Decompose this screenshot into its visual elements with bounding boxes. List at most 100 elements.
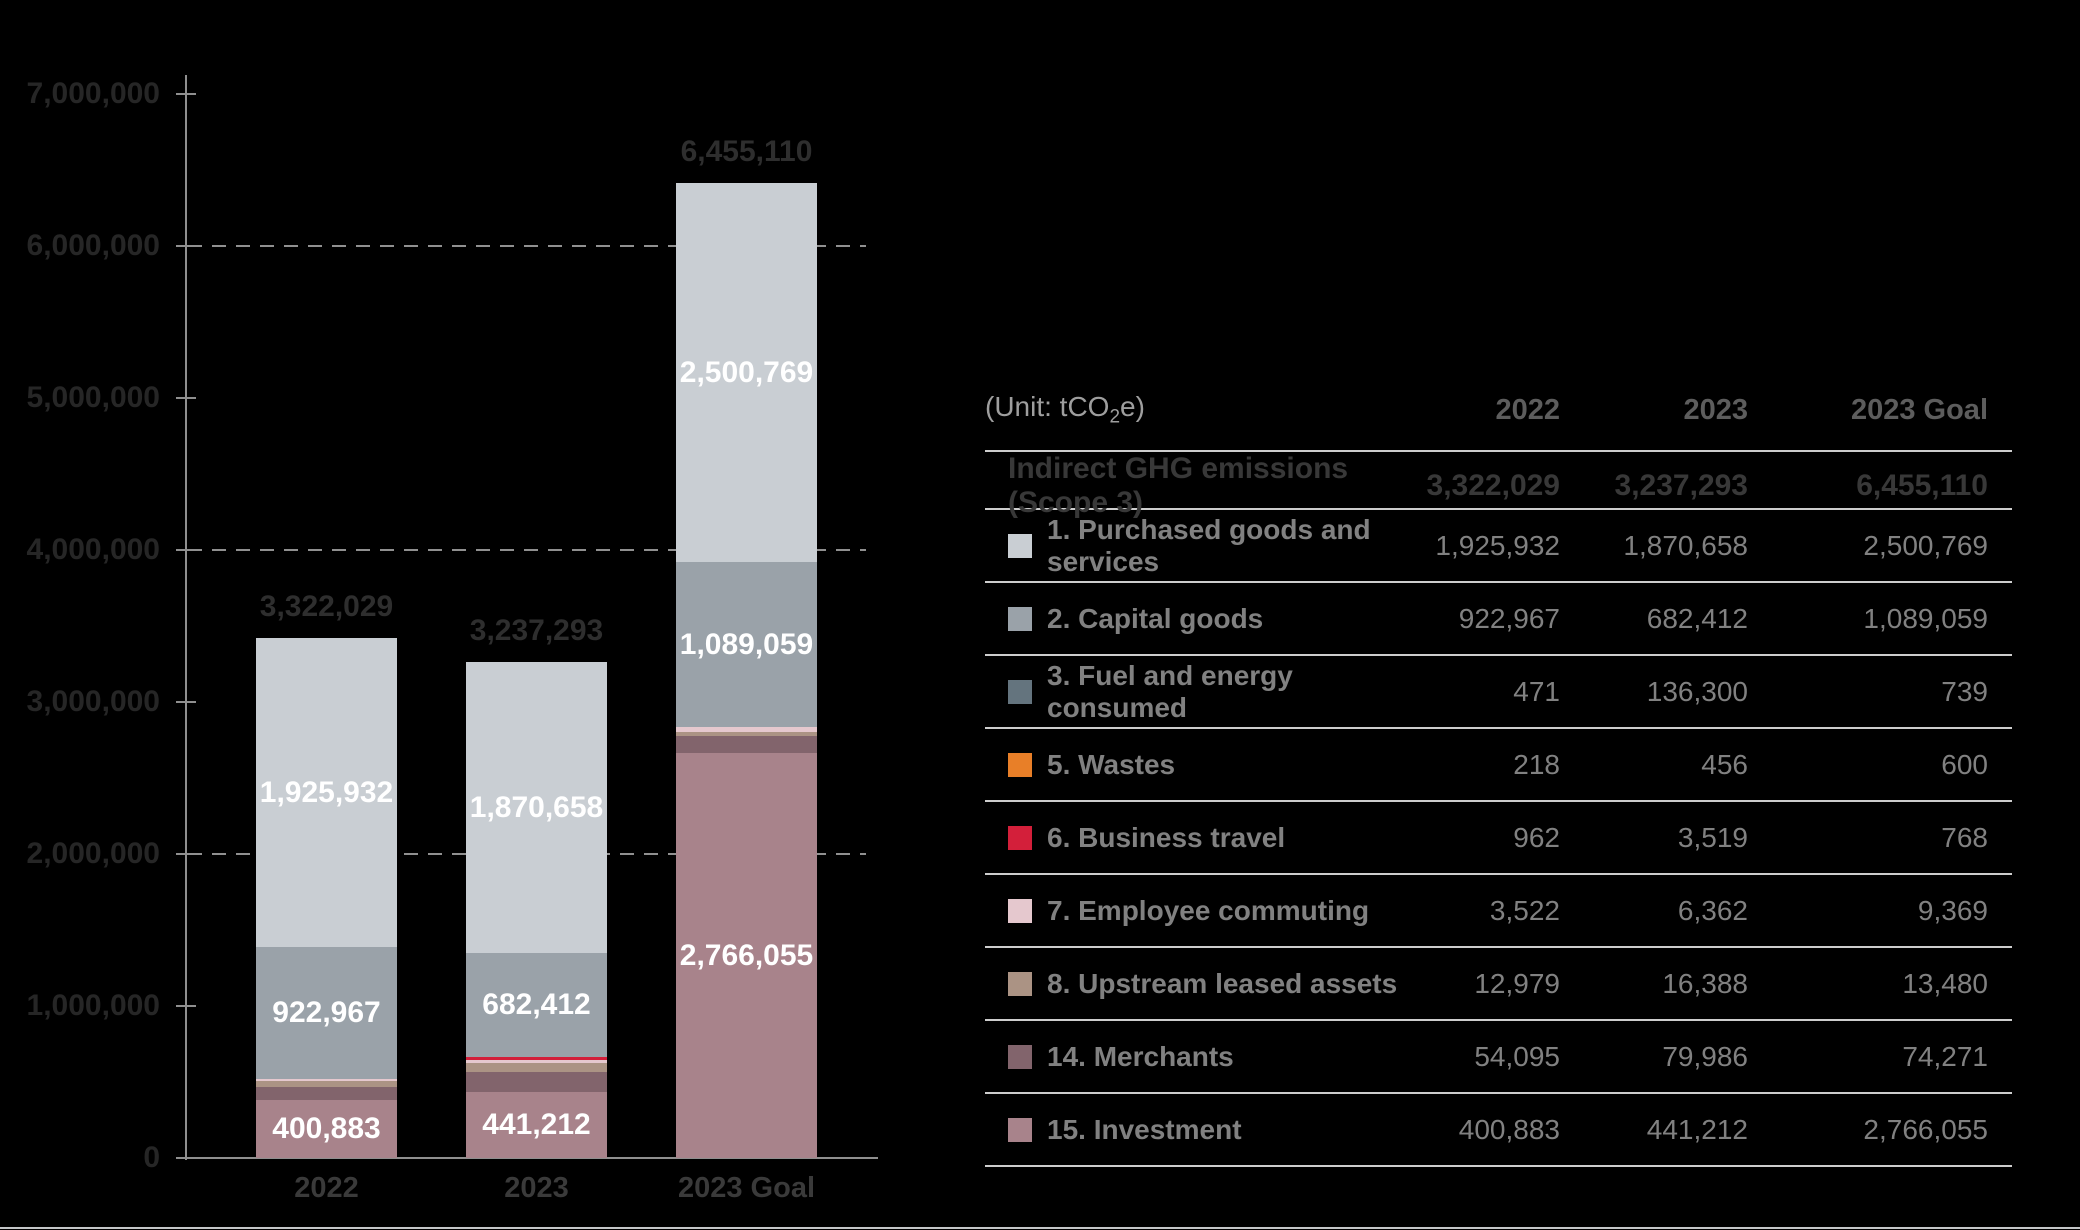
unit-label: (Unit: tCO2e) (985, 391, 1412, 429)
total-row-label: Indirect GHG emissions (Scope 3) (1008, 452, 1349, 519)
category-value-2023: 6,362 (1677, 894, 1748, 926)
column-header-2022: 2022 (1495, 393, 1560, 426)
table-row-investment: 15. Investment 400,883 441,212 2,766,055 (985, 1094, 2012, 1165)
legend-swatch-investment (1008, 1117, 1032, 1142)
dashed-gridline (188, 549, 866, 551)
category-value-2023 Goal: 2,500,769 (1863, 529, 1988, 561)
table-divider (985, 946, 2012, 948)
category-label: 5. Wastes (1047, 748, 1176, 780)
legend-swatch-upstream (1008, 971, 1032, 996)
category-value-2022: 922,967 (1458, 602, 1560, 634)
category-value-2023 Goal: 1,089,059 (1863, 602, 1988, 634)
emissions-table: (Unit: tCO2e) 2022 2023 2023 Goal Indire… (985, 370, 2012, 1167)
column-header-2023-goal: 2023 Goal (1850, 393, 1988, 426)
category-label: 15. Investment (1047, 1113, 1242, 1145)
table-total-row: Indirect GHG emissions (Scope 3) 3,322,0… (985, 452, 2012, 519)
table-row-wastes: 5. Wastes 218 456 600 (985, 729, 2012, 800)
table-divider (985, 1019, 2012, 1021)
table-category-rows: 1. Purchased goods and services 1,925,932… (985, 510, 2012, 1167)
category-value-2022: 962 (1513, 821, 1560, 853)
table-row-business_travel: 6. Business travel 962 3,519 768 (985, 802, 2012, 873)
category-label-cell: 5. Wastes (985, 749, 1412, 781)
unit-label-subscript: 2 (1109, 406, 1121, 428)
bar-segment-capital (676, 562, 817, 727)
bar-segment-business_travel (466, 1057, 607, 1060)
category-value-2023 Goal: 74,271 (1902, 1040, 1988, 1072)
category-label: 3. Fuel and energy consumed (1047, 659, 1293, 723)
category-label-cell: 14. Merchants (985, 1041, 1412, 1073)
category-value-2023 Goal: 600 (1941, 748, 1988, 780)
category-label: 6. Business travel (1047, 821, 1286, 853)
total-value-2022: 3,322,029 (1426, 469, 1560, 502)
category-value-2023 Goal: 2,766,055 (1863, 1113, 1988, 1145)
bar-segment-merchants (256, 1087, 397, 1100)
bar-segment-investment (466, 1092, 607, 1158)
table-row-purchased: 1. Purchased goods and services 1,925,932… (985, 510, 2012, 581)
table-divider (985, 654, 2012, 656)
bar-segment-capital (466, 953, 607, 1057)
dashed-gridline (188, 245, 866, 247)
table-row-upstream: 8. Upstream leased assets 12,979 16,388 13,… (985, 948, 2012, 1019)
bar-segment-investment (676, 753, 817, 1158)
bar-segment-commuting (466, 1060, 607, 1063)
legend-swatch-business_travel (1008, 825, 1032, 850)
category-label: 14. Merchants (1047, 1040, 1234, 1072)
bar-segment-commuting (256, 1078, 397, 1081)
bar-segment-purchased (256, 638, 397, 947)
bar-2023: 441,212 682,412 1,870,658 (466, 662, 607, 1158)
bar-segment-value-label: 1,870,658 (469, 790, 604, 824)
x-axis-line (177, 1157, 878, 1159)
x-axis-category-label: 2023 Goal (677, 1172, 816, 1204)
category-value-2023: 16,388 (1662, 967, 1748, 999)
bar-2022: 400,883 922,967 1,925,932 (256, 638, 397, 1158)
bar-total-label: 3,237,293 (469, 614, 604, 647)
table-divider (985, 450, 2012, 452)
category-value-2022: 471 (1513, 675, 1560, 707)
category-value-2023: 79,986 (1662, 1040, 1748, 1072)
category-label: 1. Purchased goods and services (1047, 513, 1371, 577)
table-divider (985, 581, 2012, 583)
bar-segment-capital (256, 947, 397, 1079)
y-axis-tick-label: 6,000,000 (26, 229, 160, 262)
bottom-divider (0, 1227, 2080, 1229)
bar-2023 Goal: 2,766,055 1,089,059 2,500,769 (676, 183, 817, 1158)
legend-swatch-wastes (1008, 752, 1032, 777)
category-value-2023: 3,519 (1677, 821, 1748, 853)
table-row-merchants: 14. Merchants 54,095 79,986 74,271 (985, 1021, 2012, 1092)
y-axis-tick-label: 2,000,000 (26, 837, 160, 870)
total-value-2023-goal: 6,455,110 (1856, 469, 1988, 502)
bar-segment-value-label: 682,412 (482, 988, 591, 1021)
bar-segment-purchased (676, 183, 817, 562)
x-axis-category-label: 2022 (294, 1172, 359, 1204)
y-axis-line (185, 75, 187, 1160)
category-value-2023: 1,870,658 (1623, 529, 1748, 561)
unit-label-suffix: e) (1120, 391, 1145, 423)
category-label-cell: 2. Capital goods (985, 603, 1412, 635)
table-row-fuel: 3. Fuel and energy consumed 471 136,300 739 (985, 656, 2012, 727)
category-label-cell: 15. Investment (985, 1114, 1412, 1146)
category-label: 2. Capital goods (1047, 602, 1264, 634)
total-value-2023: 3,237,293 (1614, 469, 1748, 502)
category-value-2023 Goal: 768 (1941, 821, 1988, 853)
table-divider (985, 800, 2012, 802)
table-divider (985, 508, 2012, 510)
table-divider (985, 1165, 2012, 1167)
category-value-2022: 400,883 (1458, 1113, 1560, 1145)
stacked-bar-chart: 0 1,000,000 2,000,000 3,000,000 4,000,000 5,0… (0, 0, 1000, 1230)
unit-label-prefix: (Unit: tCO (985, 391, 1110, 423)
category-label-cell: 6. Business travel (985, 822, 1412, 854)
bar-segment-value-label: 1,089,059 (679, 627, 814, 661)
y-axis-tick-label: 7,000,000 (26, 77, 160, 110)
category-value-2022: 12,979 (1474, 967, 1560, 999)
bar-segment-investment (256, 1100, 397, 1158)
category-label-cell: 3. Fuel and energy consumed (985, 660, 1412, 724)
table-divider (985, 727, 2012, 729)
category-value-2023: 456 (1701, 748, 1748, 780)
bar-segment-upstream (466, 1063, 607, 1072)
y-axis-tick-label: 4,000,000 (26, 533, 160, 566)
table-divider (985, 873, 2012, 875)
category-label: 8. Upstream leased assets (1047, 967, 1398, 999)
column-header-2023: 2023 (1683, 393, 1748, 426)
x-axis-category-label: 2023 (504, 1172, 569, 1204)
